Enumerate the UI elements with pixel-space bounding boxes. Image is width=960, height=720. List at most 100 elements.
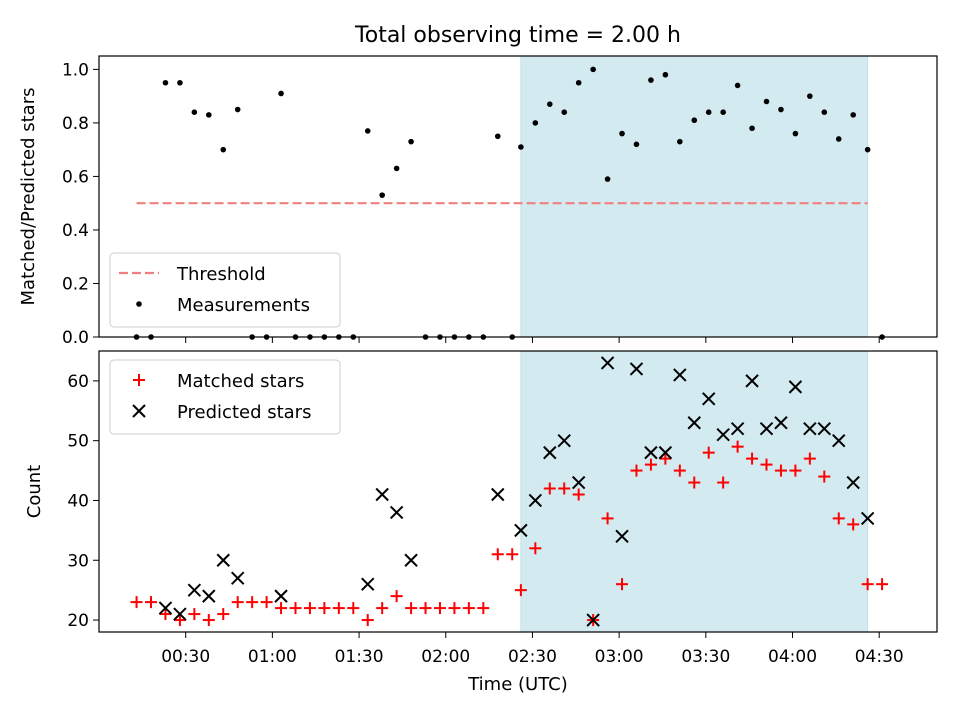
matched-stars-point (462, 602, 475, 615)
predicted-stars-point (788, 380, 803, 394)
measurements-point (494, 133, 501, 140)
predicted-stars-point (745, 374, 759, 388)
matched-stars-point (644, 458, 657, 471)
predicted-stars-point (832, 433, 846, 448)
x-stroke-b (702, 392, 716, 406)
measurements-point (220, 146, 227, 153)
x-stroke-b (586, 613, 600, 627)
measurements-point (720, 109, 726, 115)
x-stroke-b (491, 487, 505, 502)
matched-stars-point (659, 452, 672, 465)
x-stroke-b (629, 362, 644, 376)
predicted-stars-point (629, 362, 644, 376)
ratio-ytick-label: 0.8 (62, 114, 89, 134)
counts-ytick-label: 20 (67, 611, 89, 631)
measurements-point (518, 144, 524, 150)
matched-stars-point (746, 452, 759, 465)
measurements-point (864, 146, 871, 153)
matched-stars-point (543, 482, 556, 495)
xtick-label: 03:00 (595, 647, 644, 667)
matched-stars-point (159, 608, 172, 621)
matched-stars-point (390, 590, 403, 603)
matched-stars-point (433, 602, 446, 615)
measurements-point (792, 130, 799, 137)
matched-stars-point (702, 446, 715, 459)
legend-predicted-stars-label: Predicted stars (177, 402, 311, 423)
x-stroke-b (389, 505, 404, 520)
xtick-label: 02:00 (421, 647, 470, 667)
matched-stars-point (318, 602, 331, 615)
ratio-ytick-label: 0.0 (62, 328, 89, 348)
ratio-ytick-label: 0.4 (62, 221, 89, 241)
predicted-stars-point (687, 416, 701, 430)
legend-box (109, 252, 341, 328)
measurements-point (850, 112, 856, 118)
matched-stars-point (448, 602, 461, 615)
measurements-point (705, 109, 712, 115)
matched-stars-point (601, 512, 614, 525)
matched-stars-point (832, 512, 845, 525)
x-stroke-b (730, 422, 745, 436)
xtick-label: 02:30 (508, 647, 557, 667)
xtick-label: 04:30 (855, 647, 904, 667)
matched-stars-point (275, 602, 288, 615)
predicted-stars-point (158, 601, 173, 615)
counts-ylabel: Count (24, 465, 45, 518)
xtick-label: 03:30 (681, 647, 730, 667)
predicted-stars-point (673, 368, 687, 382)
measurements-point (575, 79, 582, 86)
x-stroke-b (600, 356, 615, 370)
measurements-point (677, 138, 683, 145)
matched-stars-point (173, 614, 186, 627)
measurements-point (162, 79, 169, 86)
counts-observing-window (520, 350, 869, 633)
x-stroke-b (774, 416, 788, 430)
measurements-point (778, 106, 784, 113)
counts-ytick-label: 60 (67, 372, 89, 392)
predicted-stars-point (586, 613, 600, 627)
measurements-point (604, 176, 611, 182)
legend-matched-stars-swatch (133, 374, 145, 386)
x-stroke-b (803, 422, 817, 436)
measurements-point (278, 90, 284, 97)
matched-stars-point (506, 548, 519, 561)
ratio-ytick-label: 0.6 (62, 167, 89, 187)
matched-stars-point (760, 458, 773, 471)
predicted-stars-point (528, 493, 543, 508)
counts-plot-area: 20 30 40 50 60 00:30 01:00 01:30 02:00 02:30 03:00… (67, 350, 938, 667)
predicted-stars-point (514, 523, 528, 538)
predicted-stars-point (615, 529, 629, 544)
ratio-ylabel: Matched/Predicted stars (18, 88, 39, 306)
x-stroke-b (375, 487, 389, 502)
matched-stars-point (558, 482, 571, 495)
xtick-label: 00:30 (161, 647, 210, 667)
x-stroke-b (404, 553, 418, 567)
ratio-axes-frame (98, 55, 938, 338)
matched-stars-point (477, 602, 490, 615)
x-stroke-b (644, 445, 658, 460)
matched-stars-point (774, 464, 787, 477)
predicted-stars-point (202, 589, 216, 603)
measurements-point (662, 71, 669, 78)
measurements-point (532, 120, 539, 126)
predicted-stars-point (389, 505, 404, 520)
x-stroke-b (202, 589, 216, 603)
matched-stars-point (688, 476, 701, 489)
measurements-point (206, 112, 212, 118)
measurements-point (191, 109, 198, 115)
matched-stars-point (818, 470, 831, 483)
measurements-point (561, 109, 568, 115)
matched-stars-point (572, 488, 585, 501)
x-stroke-b (361, 577, 375, 591)
x-stroke-b (187, 583, 202, 597)
counts-axes-frame (98, 350, 938, 633)
measurements-point (364, 128, 371, 134)
predicted-stars-point (173, 607, 187, 621)
measurements-point (408, 138, 414, 145)
chart-title: Total observing time = 2.00 h (354, 23, 681, 48)
measurements-point (763, 98, 770, 105)
matched-stars-point (202, 614, 215, 627)
matched-stars-point (803, 452, 816, 465)
predicted-stars-point (361, 577, 375, 591)
x-stroke-b (759, 422, 774, 436)
